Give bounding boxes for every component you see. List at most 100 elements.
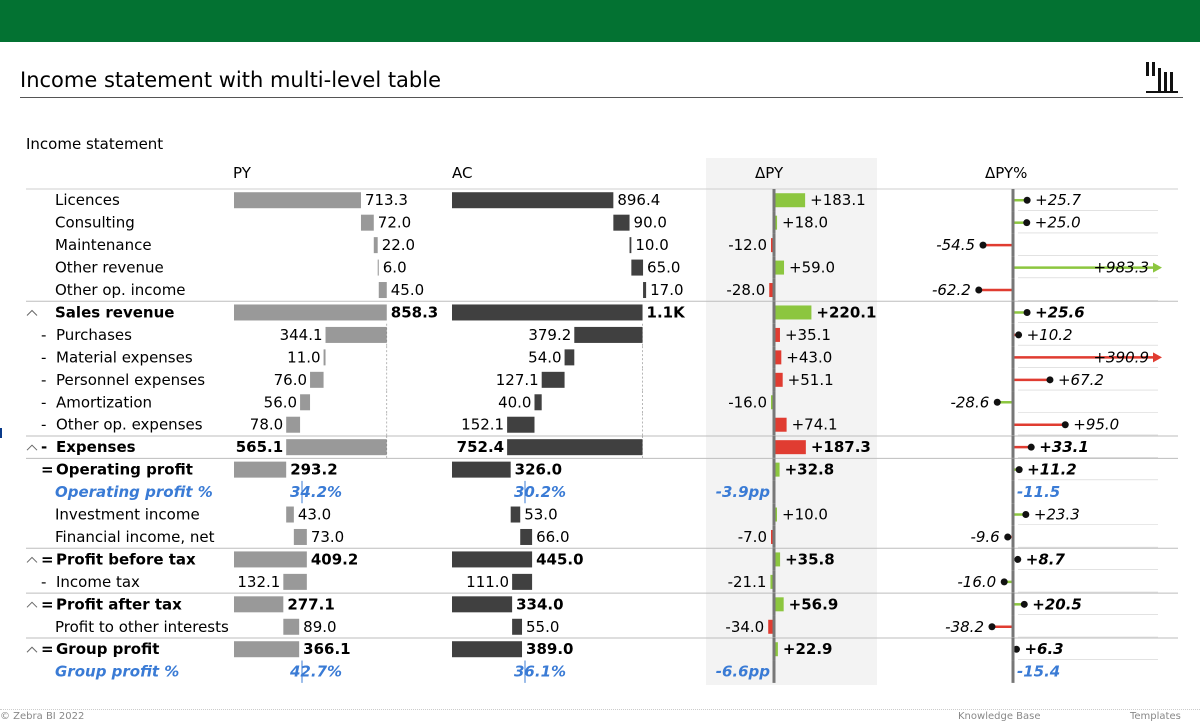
py-value-label: 72.0	[378, 214, 411, 232]
expand-chevron-icon	[26, 601, 38, 608]
row-label: Licences	[55, 191, 120, 209]
row-label: Profit after tax	[56, 595, 182, 613]
py-bar	[234, 304, 387, 321]
row-label: Personnel expenses	[56, 371, 205, 389]
pct-value-label: -16.0	[957, 573, 996, 591]
panel-edge-marker	[0, 428, 2, 438]
py-value-label: 78.0	[250, 416, 283, 434]
pct-overflow-arrow	[1153, 352, 1162, 363]
ac-value-label: 127.1	[496, 371, 539, 389]
pct-value-label: +8.7	[1026, 550, 1066, 568]
ac-bar	[510, 506, 521, 523]
ac-value-label: 17.0	[650, 281, 683, 299]
py-bar	[325, 326, 387, 343]
variance-value-label: -7.0	[738, 528, 767, 546]
ac-value-label: 111.0	[466, 573, 509, 591]
variance-value-label: -28.0	[726, 281, 765, 299]
variance-value-label: +59.0	[789, 259, 835, 277]
variance-value-label: +220.1	[816, 303, 876, 321]
pct-value-label: -38.2	[945, 618, 984, 636]
py-bar	[234, 192, 361, 209]
pct-value-label: +20.5	[1032, 595, 1082, 613]
ac-value-label: 66.0	[536, 528, 569, 546]
row-prefix: =	[41, 640, 54, 658]
py-value-label: 11.0	[287, 348, 320, 366]
ac-bar	[452, 192, 614, 209]
variance-value-label: +183.1	[810, 191, 866, 209]
py-value-label: 132.1	[237, 573, 280, 591]
pct-value-label: +67.2	[1058, 371, 1104, 389]
pct-value-label: +10.2	[1027, 326, 1073, 344]
pct-value-label: -9.6	[970, 528, 999, 546]
py-bar	[286, 506, 294, 523]
ac-bar	[507, 416, 535, 433]
ac-bar	[631, 259, 644, 276]
variance-value-label: -34.0	[725, 618, 764, 636]
ac-bar	[534, 394, 542, 411]
ac-bar	[643, 282, 647, 299]
py-value-label: 45.0	[391, 281, 424, 299]
variance-bar	[774, 260, 785, 275]
row-label: Group profit %	[55, 663, 179, 681]
ac-bar	[452, 596, 513, 613]
pct-pin-head	[1015, 466, 1023, 474]
ac-value-label: 65.0	[647, 259, 680, 277]
pct-pin-head	[1046, 376, 1054, 384]
variance-bar	[774, 350, 782, 365]
pct-value-label: +11.2	[1027, 461, 1077, 479]
py-bar	[360, 214, 374, 231]
variance-value-label: -12.0	[728, 236, 767, 254]
ac-value-label: 10.0	[635, 236, 668, 254]
ac-bar	[452, 551, 533, 568]
variance-value-label: +35.1	[785, 326, 831, 344]
pct-pin-head	[1012, 645, 1020, 653]
row-prefix: =	[41, 550, 54, 568]
py-value-label: 366.1	[303, 640, 350, 658]
row-label: Other op. income	[55, 281, 186, 299]
pct-pin-head	[1014, 555, 1022, 563]
variance-value-label: +187.3	[811, 438, 871, 456]
ac-value-label: 90.0	[634, 214, 667, 232]
ac-bar	[507, 439, 643, 456]
py-value-label: 76.0	[274, 371, 307, 389]
pct-value-label: +95.0	[1073, 416, 1119, 434]
variance-value-label: +43.0	[786, 348, 832, 366]
ac-bar	[613, 214, 630, 231]
ac-bar	[512, 618, 523, 635]
footer-link-templates[interactable]: Templates	[1130, 711, 1181, 722]
variance-bar	[774, 417, 787, 432]
py-value-label: 89.0	[303, 618, 336, 636]
py-bar	[293, 528, 307, 545]
pct-pin-head	[1022, 511, 1030, 519]
variance-bar	[768, 619, 774, 634]
footer-link-knowledge-base[interactable]: Knowledge Base	[958, 711, 1041, 722]
pct-pin-head	[993, 398, 1001, 406]
ac-percent-label: 36.1%	[514, 663, 566, 681]
py-value-label: 293.2	[290, 461, 337, 479]
pct-pin-head	[1000, 578, 1008, 586]
py-bar	[234, 641, 300, 658]
pct-pin-head	[1015, 331, 1023, 339]
variance-pct-label: -15.4	[1017, 663, 1060, 681]
py-value-label: 43.0	[298, 506, 331, 524]
row-label: Income tax	[56, 573, 140, 591]
pct-pin-head	[1004, 533, 1012, 541]
row-label: Investment income	[55, 506, 200, 524]
row-label: Consulting	[55, 214, 135, 232]
pct-value-label: +25.6	[1035, 303, 1085, 321]
row-label: Expenses	[56, 438, 136, 456]
py-bar	[323, 349, 326, 366]
ac-bar	[629, 237, 632, 254]
py-value-label: 6.0	[383, 259, 407, 277]
row-prefix: -	[41, 348, 46, 366]
variance-value-label: +51.1	[788, 371, 834, 389]
variance-bar	[774, 193, 806, 208]
variance-bar	[774, 552, 781, 567]
ac-value-label: 53.0	[524, 506, 557, 524]
row-label: Material expenses	[56, 348, 193, 366]
pct-overflow-arrow	[1153, 262, 1162, 273]
ac-value-label: 445.0	[536, 550, 583, 568]
variance-value-label: +35.8	[785, 550, 835, 568]
pct-value-label: +25.0	[1035, 214, 1081, 232]
pct-pin-head	[979, 241, 987, 249]
